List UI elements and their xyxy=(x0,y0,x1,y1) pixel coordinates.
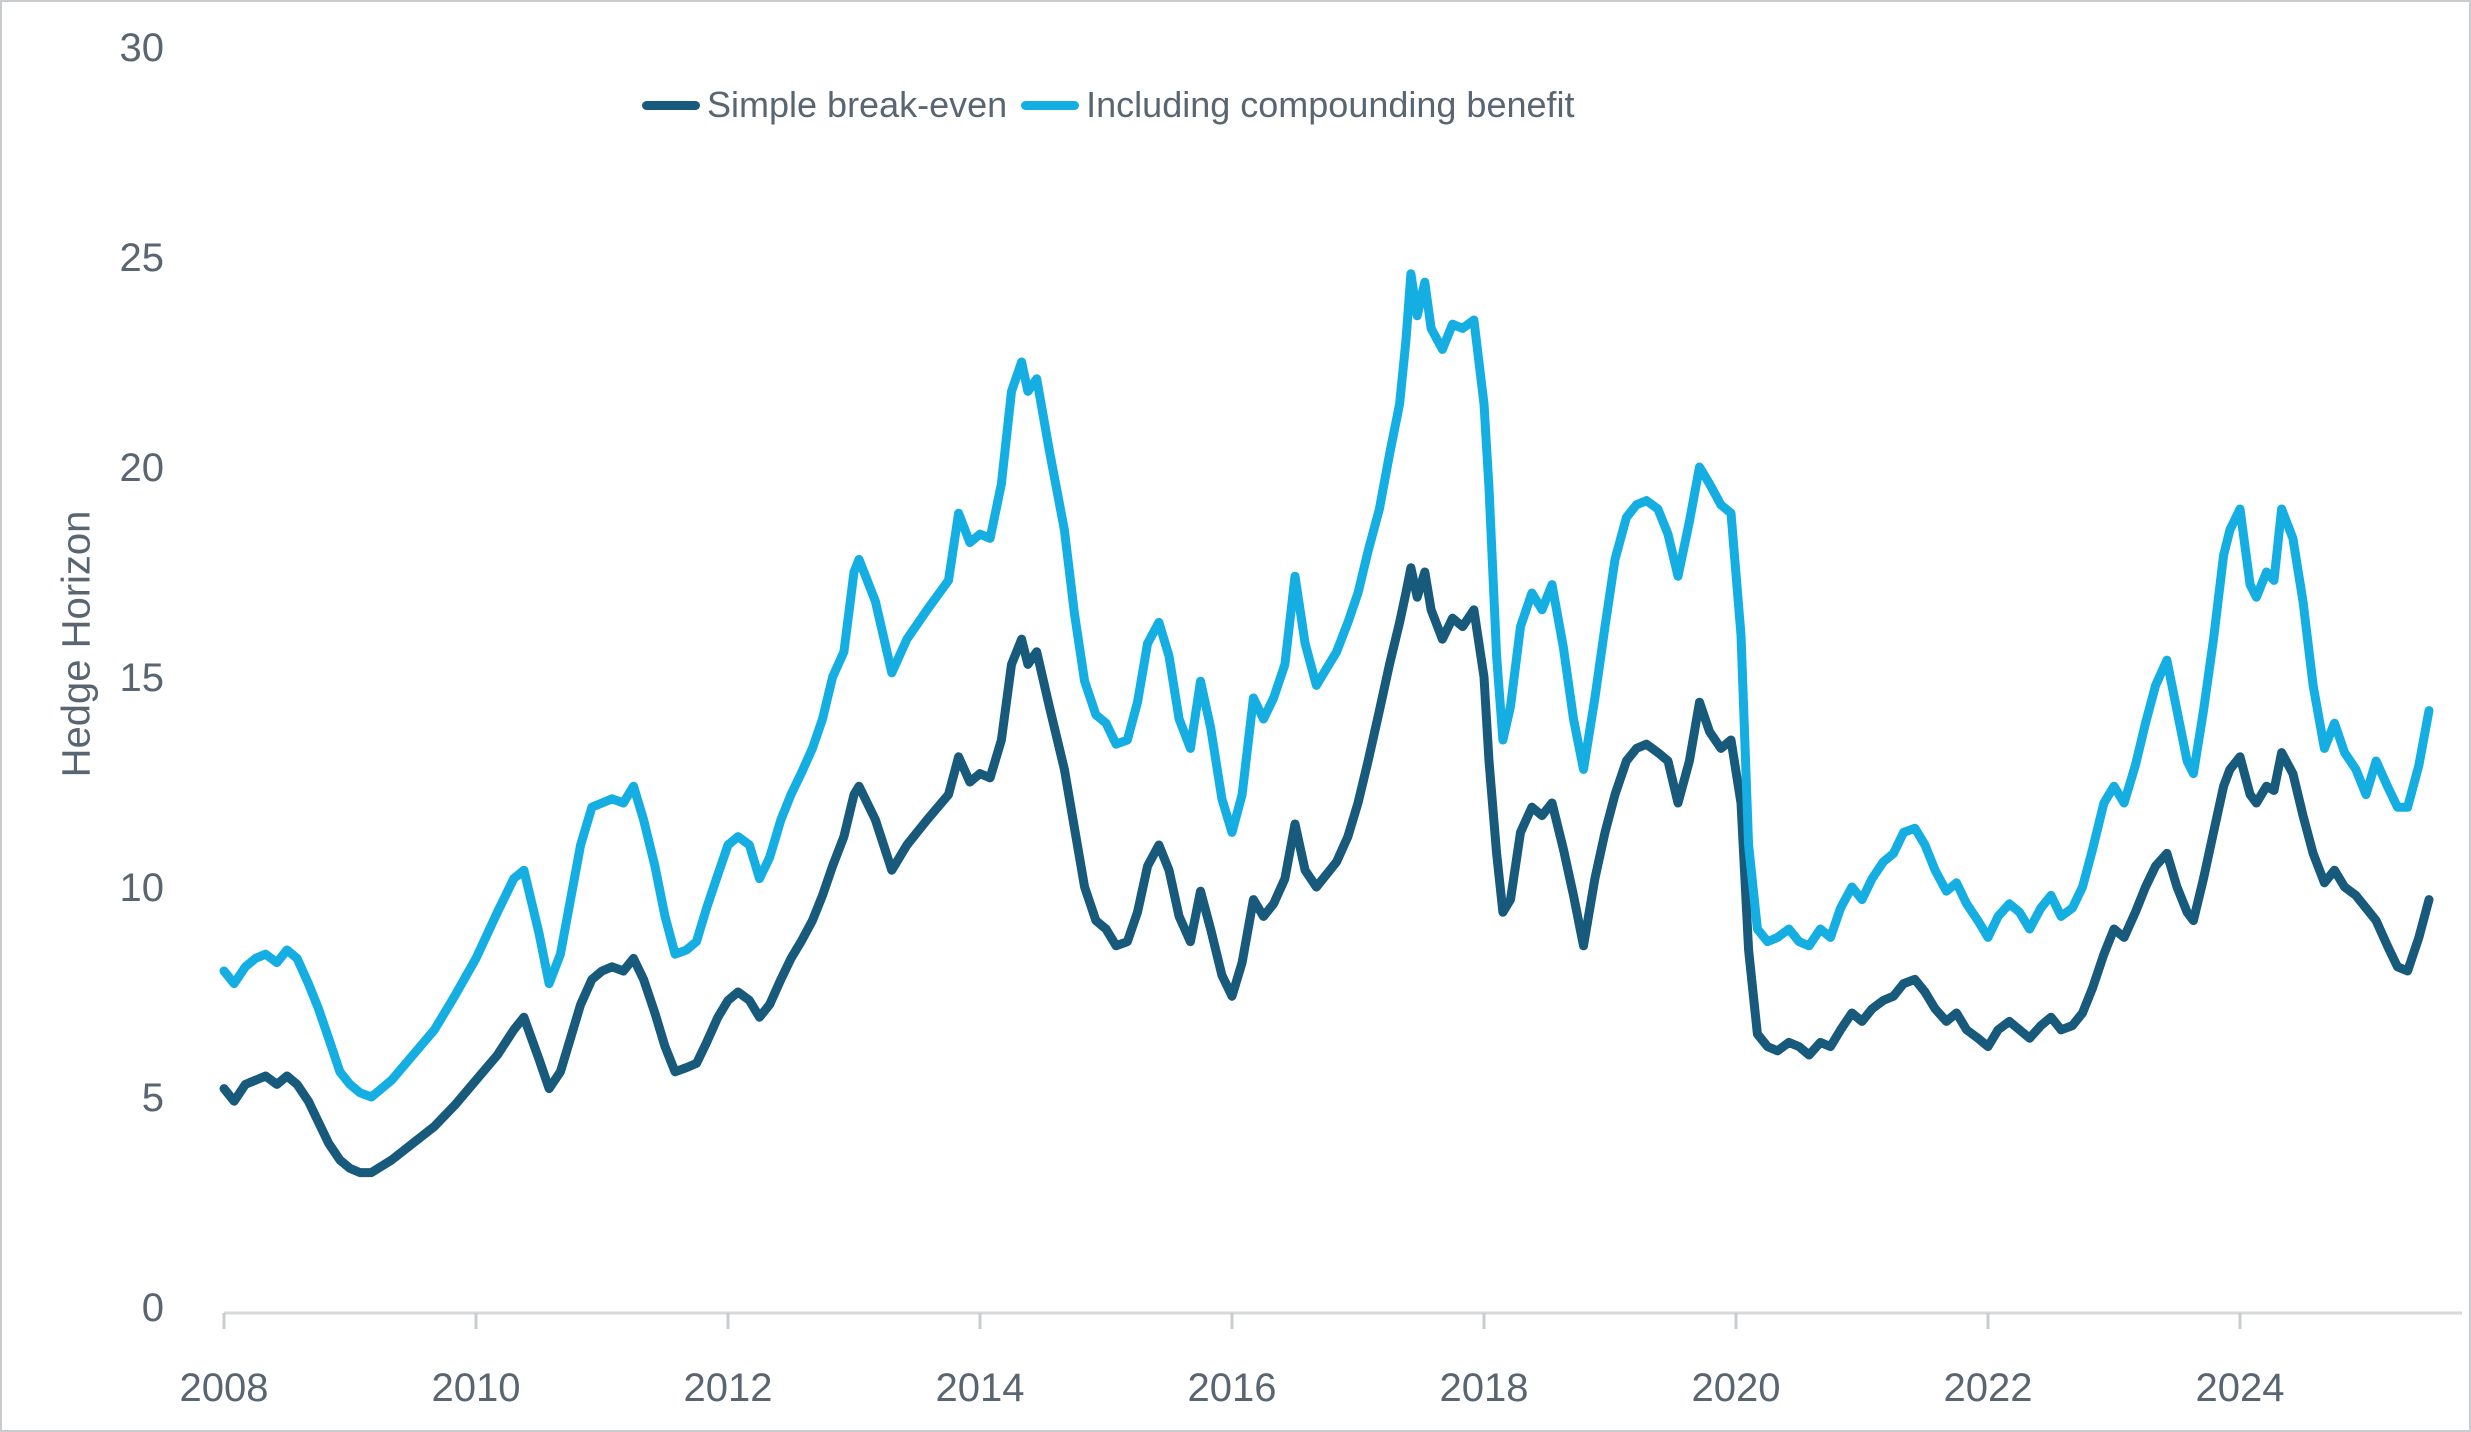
y-axis-tick-label: 25 xyxy=(120,236,165,280)
series-line-including-compounding-benefit xyxy=(219,269,2434,1102)
y-axis-tick-label: 10 xyxy=(120,866,165,910)
legend-item-simple-break-even: Simple break-even xyxy=(642,84,1007,126)
y-axis-tick-label: 20 xyxy=(120,446,165,490)
legend: Simple break-even Including compounding … xyxy=(642,84,1575,126)
y-axis-tick-label: 30 xyxy=(120,26,165,70)
legend-label-simple-break-even: Simple break-even xyxy=(707,84,1008,125)
legend-swatch-including-compounding-benefit xyxy=(1021,100,1080,110)
x-axis-tick-label: 2022 xyxy=(1944,1366,2033,1410)
legend-item-including-compounding-benefit: Including compounding benefit xyxy=(1021,84,1575,126)
x-axis-tick-label: 2020 xyxy=(1692,1366,1781,1410)
x-axis-tick-label: 2010 xyxy=(432,1366,521,1410)
y-axis-tick-label: 0 xyxy=(142,1286,164,1330)
legend-label-including-compounding-benefit: Including compounding benefit xyxy=(1086,84,1575,125)
legend-swatch-simple-break-even xyxy=(642,100,700,110)
series-line-simple-break-even xyxy=(219,563,2434,1178)
x-axis-tick-label: 2014 xyxy=(936,1366,1025,1410)
x-axis-tick-label: 2008 xyxy=(180,1366,269,1410)
x-axis-tick-label: 2012 xyxy=(684,1366,773,1410)
x-axis-tick-label: 2024 xyxy=(2196,1366,2285,1410)
y-axis-tick-label: 5 xyxy=(142,1076,164,1120)
y-axis-title: Hedge Horizon xyxy=(54,510,99,778)
x-axis-tick-label: 2016 xyxy=(1188,1366,1277,1410)
y-axis-tick-label: 15 xyxy=(120,656,165,700)
x-axis-tick-label: 2018 xyxy=(1440,1366,1529,1410)
